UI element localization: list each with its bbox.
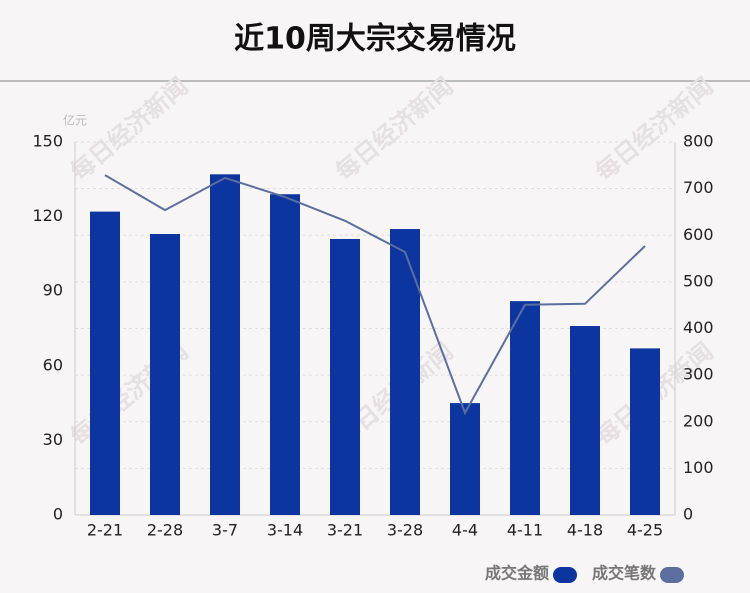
y2-tick-label: 0 [683, 505, 693, 524]
y2-tick-label: 100 [683, 458, 714, 477]
y-tick-label: 0 [53, 505, 63, 524]
bar [90, 211, 120, 516]
x-tick-label: 4-11 [507, 521, 543, 540]
y-tick-label: 150 [32, 132, 63, 151]
y-tick-label: 30 [43, 430, 63, 449]
y-tick-label: 120 [32, 206, 63, 225]
x-tick-label: 3-21 [327, 521, 363, 540]
x-tick-label: 3-14 [267, 521, 303, 540]
bar [570, 326, 600, 515]
bar [270, 194, 300, 515]
y2-tick-label: 200 [683, 411, 714, 430]
x-tick-label: 2-28 [147, 521, 183, 540]
x-tick-label: 4-4 [452, 521, 478, 540]
y2-tick-label: 500 [683, 271, 714, 290]
bar [510, 301, 540, 515]
x-tick-label: 4-18 [567, 521, 603, 540]
bar [630, 348, 660, 515]
bar [150, 234, 180, 516]
y2-tick-label: 300 [683, 365, 714, 384]
x-tick-label: 3-28 [387, 521, 423, 540]
y-unit: 亿元 [63, 113, 87, 128]
x-tick-label: 2-21 [87, 521, 123, 540]
x-tick-label: 3-7 [212, 521, 238, 540]
y2-tick-label: 800 [683, 132, 714, 151]
legend-swatch [660, 567, 684, 583]
x-tick-label: 4-25 [627, 521, 663, 540]
bar [330, 238, 360, 516]
line [104, 174, 646, 416]
legend-label: 成交笔数 [592, 564, 657, 583]
bar [390, 229, 420, 516]
y-tick-label: 60 [43, 355, 63, 374]
y2-tick-label: 400 [683, 318, 714, 337]
bar [210, 174, 240, 515]
y2-tick-label: 600 [683, 225, 714, 244]
bar [450, 403, 480, 515]
y-tick-label: 90 [43, 281, 63, 300]
chart-title: 近10周大宗交易情况 [234, 22, 516, 57]
y2-tick-label: 700 [683, 178, 714, 197]
legend-label: 成交金额 [485, 564, 549, 583]
legend-swatch [553, 567, 577, 583]
